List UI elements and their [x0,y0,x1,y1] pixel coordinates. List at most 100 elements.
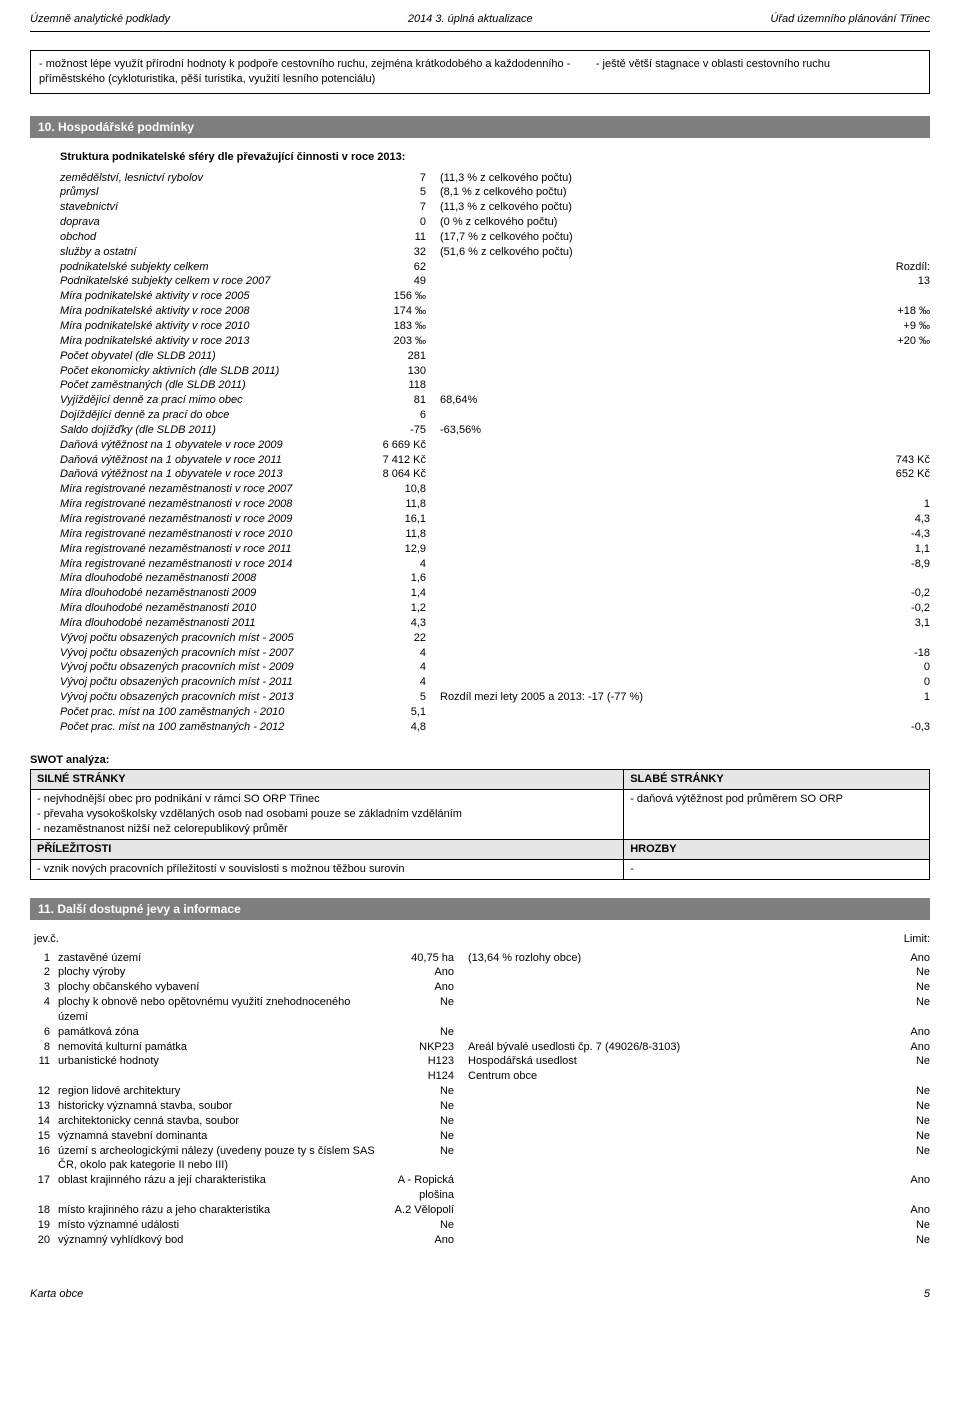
row-value: 203 ‰ [360,334,440,349]
jev-text: významný vyhlídkový bod [58,1233,378,1248]
row-note [440,660,860,675]
row-diff: -4,3 [860,527,930,542]
jev-limit: Ano [880,1040,930,1055]
row-note [440,274,860,289]
row-diff [860,245,930,260]
row-label: Vývoj počtu obsazených pracovních míst -… [30,660,360,675]
row-label: průmysl [30,185,360,200]
row-diff [860,230,930,245]
row-note [440,453,860,468]
list-item: 3plochy občanského vybaveníAnoNe [30,980,930,995]
jev-value: Ne [378,1099,468,1114]
jev-comment [468,1144,880,1174]
row-note [440,512,860,527]
section-10-table: zemědělství, lesnictví rybolov7(11,3 % z… [30,171,930,735]
jev-value: H124 [378,1069,468,1084]
section-11-title: 11. Další dostupné jevy a informace [30,898,930,920]
row-note [440,527,860,542]
row-diff [860,185,930,200]
jev-num: 4 [30,995,58,1025]
row-diff [860,215,930,230]
row-note [440,542,860,557]
row-note [440,720,860,735]
row-note [440,260,860,275]
jev-limit: Ne [880,965,930,980]
page-header: Územně analytické podklady 2014 3. úplná… [30,12,930,27]
table-row: stavebnictví7(11,3 % z celkového počtu) [30,200,930,215]
jev-limit: Ne [880,1129,930,1144]
hdr-center: 2014 3. úplná aktualizace [408,12,533,27]
box-right: - ještě větší stagnace v oblasti cestovn… [596,57,921,87]
row-value: 7 412 Kč [360,453,440,468]
table-row: Dojíždějící denně za prací do obce6 [30,408,930,423]
row-label: doprava [30,215,360,230]
row-label: Míra registrované nezaměstnanosti v roce… [30,542,360,557]
row-note [440,289,860,304]
row-value: 32 [360,245,440,260]
row-note [440,586,860,601]
jev-text [58,1069,378,1084]
row-value: 281 [360,349,440,364]
table-row: Míra podnikatelské aktivity v roce 20132… [30,334,930,349]
jev-value: Ne [378,1144,468,1174]
row-note [440,408,860,423]
table-row: Míra podnikatelské aktivity v roce 20101… [30,319,930,334]
jev-text: zastavěné území [58,951,378,966]
swot-threats: - [624,859,930,879]
table-row: Vývoj počtu obsazených pracovních míst -… [30,631,930,646]
table-row: Daňová výtěžnost na 1 obyvatele v roce 2… [30,453,930,468]
hdr-left: Územně analytické podklady [30,12,170,27]
jev-value: Ano [378,965,468,980]
row-label: Saldo dojížďky (dle SLDB 2011) [30,423,360,438]
row-note: (17,7 % z celkového počtu) [440,230,860,245]
row-note [440,482,860,497]
row-value: 183 ‰ [360,319,440,334]
row-value: 5 [360,690,440,705]
row-diff [860,705,930,720]
row-diff: 1 [860,497,930,512]
row-diff: 13 [860,274,930,289]
row-label: obchod [30,230,360,245]
list-item: 14architektonicky cenná stavba, soubor Ne… [30,1114,930,1129]
table-row: průmysl5(8,1 % z celkového počtu) [30,185,930,200]
jev-limit: Ne [880,1114,930,1129]
jev-text: plochy občanského vybavení [58,980,378,995]
row-label: Počet prac. míst na 100 zaměstnaných - 2… [30,705,360,720]
row-value: 11,8 [360,527,440,542]
section-10-subhead: Struktura podnikatelské sféry dle převaž… [30,150,930,165]
row-value: 1,6 [360,571,440,586]
jev-value: A - Ropická plošina [378,1173,468,1203]
jev-num: 14 [30,1114,58,1129]
row-diff [860,423,930,438]
jev-comment [468,995,880,1025]
row-value: 156 ‰ [360,289,440,304]
table-row: zemědělství, lesnictví rybolov7(11,3 % z… [30,171,930,186]
jev-comment [468,1173,880,1203]
row-diff: -18 [860,646,930,661]
row-label: Míra podnikatelské aktivity v roce 2008 [30,304,360,319]
row-value: 1,2 [360,601,440,616]
row-diff: -8,9 [860,557,930,572]
jev-num: 2 [30,965,58,980]
jev-text: oblast krajinného rázu a její charakteri… [58,1173,378,1203]
jev-limit: Ne [880,1233,930,1248]
jev-text: plochy výroby [58,965,378,980]
table-row: Míra dlouhodobé nezaměstnanosti 20101,2-… [30,601,930,616]
jev-text: architektonicky cenná stavba, soubor [58,1114,378,1129]
jev-num: 18 [30,1203,58,1218]
row-diff: -0,2 [860,601,930,616]
table-row: služby a ostatní32(51,6 % z celkového po… [30,245,930,260]
jev-num: 19 [30,1218,58,1233]
jev-limit: Ne [880,980,930,995]
row-note: (51,6 % z celkového počtu) [440,245,860,260]
row-diff: -0,2 [860,586,930,601]
list-item: 20významný vyhlídkový bodAnoNe [30,1233,930,1248]
list-item: 8nemovitá kulturní památkaNKP23Areál býv… [30,1040,930,1055]
jev-text: historicky významná stavba, soubor [58,1099,378,1114]
row-value: 4 [360,557,440,572]
jev-value: Ano [378,980,468,995]
jev-num: 11 [30,1054,58,1069]
row-label: Počet obyvatel (dle SLDB 2011) [30,349,360,364]
jev-comment [468,1203,880,1218]
jev-num: 20 [30,1233,58,1248]
